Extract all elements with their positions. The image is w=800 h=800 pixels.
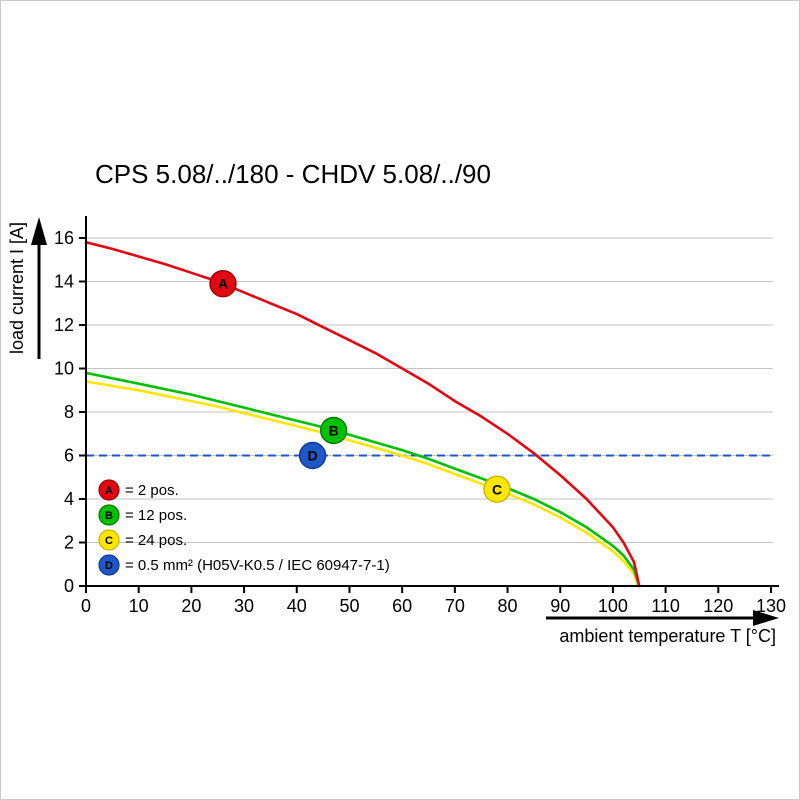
x-tick-label-60: 60 <box>392 596 412 616</box>
curve-A <box>84 241 641 588</box>
x-tick-label-80: 80 <box>498 596 518 616</box>
curve-C <box>84 380 640 588</box>
legend-label-B: = 12 pos. <box>125 507 187 524</box>
marker-D-circle <box>298 441 327 470</box>
x-axis-arrow-head <box>753 610 779 626</box>
x-tick-label-30: 30 <box>234 596 254 616</box>
x-tick-label-70: 70 <box>445 596 465 616</box>
y-tick-label-2: 2 <box>64 533 74 553</box>
legend-letter-A: A <box>105 485 113 497</box>
curve-B <box>84 371 641 588</box>
legend-letter-C: C <box>105 535 113 547</box>
marker-A-letter: A <box>218 276 228 292</box>
legend-marker-B <box>98 504 120 526</box>
x-tick-label-50: 50 <box>339 596 359 616</box>
marker-D-letter: D <box>308 448 318 464</box>
legend-letter-B: B <box>105 510 113 522</box>
x-tick-label-0: 0 <box>81 596 91 616</box>
x-tick-label-40: 40 <box>287 596 307 616</box>
legend-label-C: = 24 pos. <box>125 532 187 549</box>
legend-marker-C <box>98 529 120 551</box>
marker-A-circle <box>209 269 237 298</box>
x-axis-label: ambient temperature T [°C] <box>559 626 776 646</box>
y-axis-arrow-head <box>31 217 47 245</box>
y-tick-label-12: 12 <box>54 315 74 335</box>
marker-B-letter: B <box>329 423 339 439</box>
legend-label-D: = 0.5 mm² (H05V-K0.5 / IEC 60947-7-1) <box>125 557 390 574</box>
x-tick-label-10: 10 <box>129 596 149 616</box>
x-tick-label-20: 20 <box>181 596 201 616</box>
legend-marker-A <box>98 479 120 501</box>
marker-B-circle <box>319 416 348 445</box>
y-tick-label-8: 8 <box>64 402 74 422</box>
x-tick-label-90: 90 <box>550 596 570 616</box>
y-tick-label-16: 16 <box>54 228 74 248</box>
legend-letter-D: D <box>105 560 113 572</box>
chart-title: CPS 5.08/../180 - CHDV 5.08/../90 <box>95 159 491 189</box>
x-tick-label-110: 110 <box>651 596 680 616</box>
legend-label-A: = 2 pos. <box>125 482 179 499</box>
y-tick-label-10: 10 <box>54 359 74 379</box>
marker-C-letter: C <box>492 481 502 497</box>
legend-marker-D <box>98 554 120 576</box>
y-tick-label-14: 14 <box>54 272 74 292</box>
y-axis-label: load current I [A] <box>7 222 27 354</box>
x-tick-label-120: 120 <box>703 596 733 616</box>
y-tick-label-0: 0 <box>64 576 74 596</box>
x-tick-label-100: 100 <box>598 596 628 616</box>
y-tick-label-4: 4 <box>64 489 74 509</box>
y-tick-label-6: 6 <box>64 446 74 466</box>
marker-C-circle <box>483 475 511 503</box>
x-tick-label-130: 130 <box>756 596 786 616</box>
